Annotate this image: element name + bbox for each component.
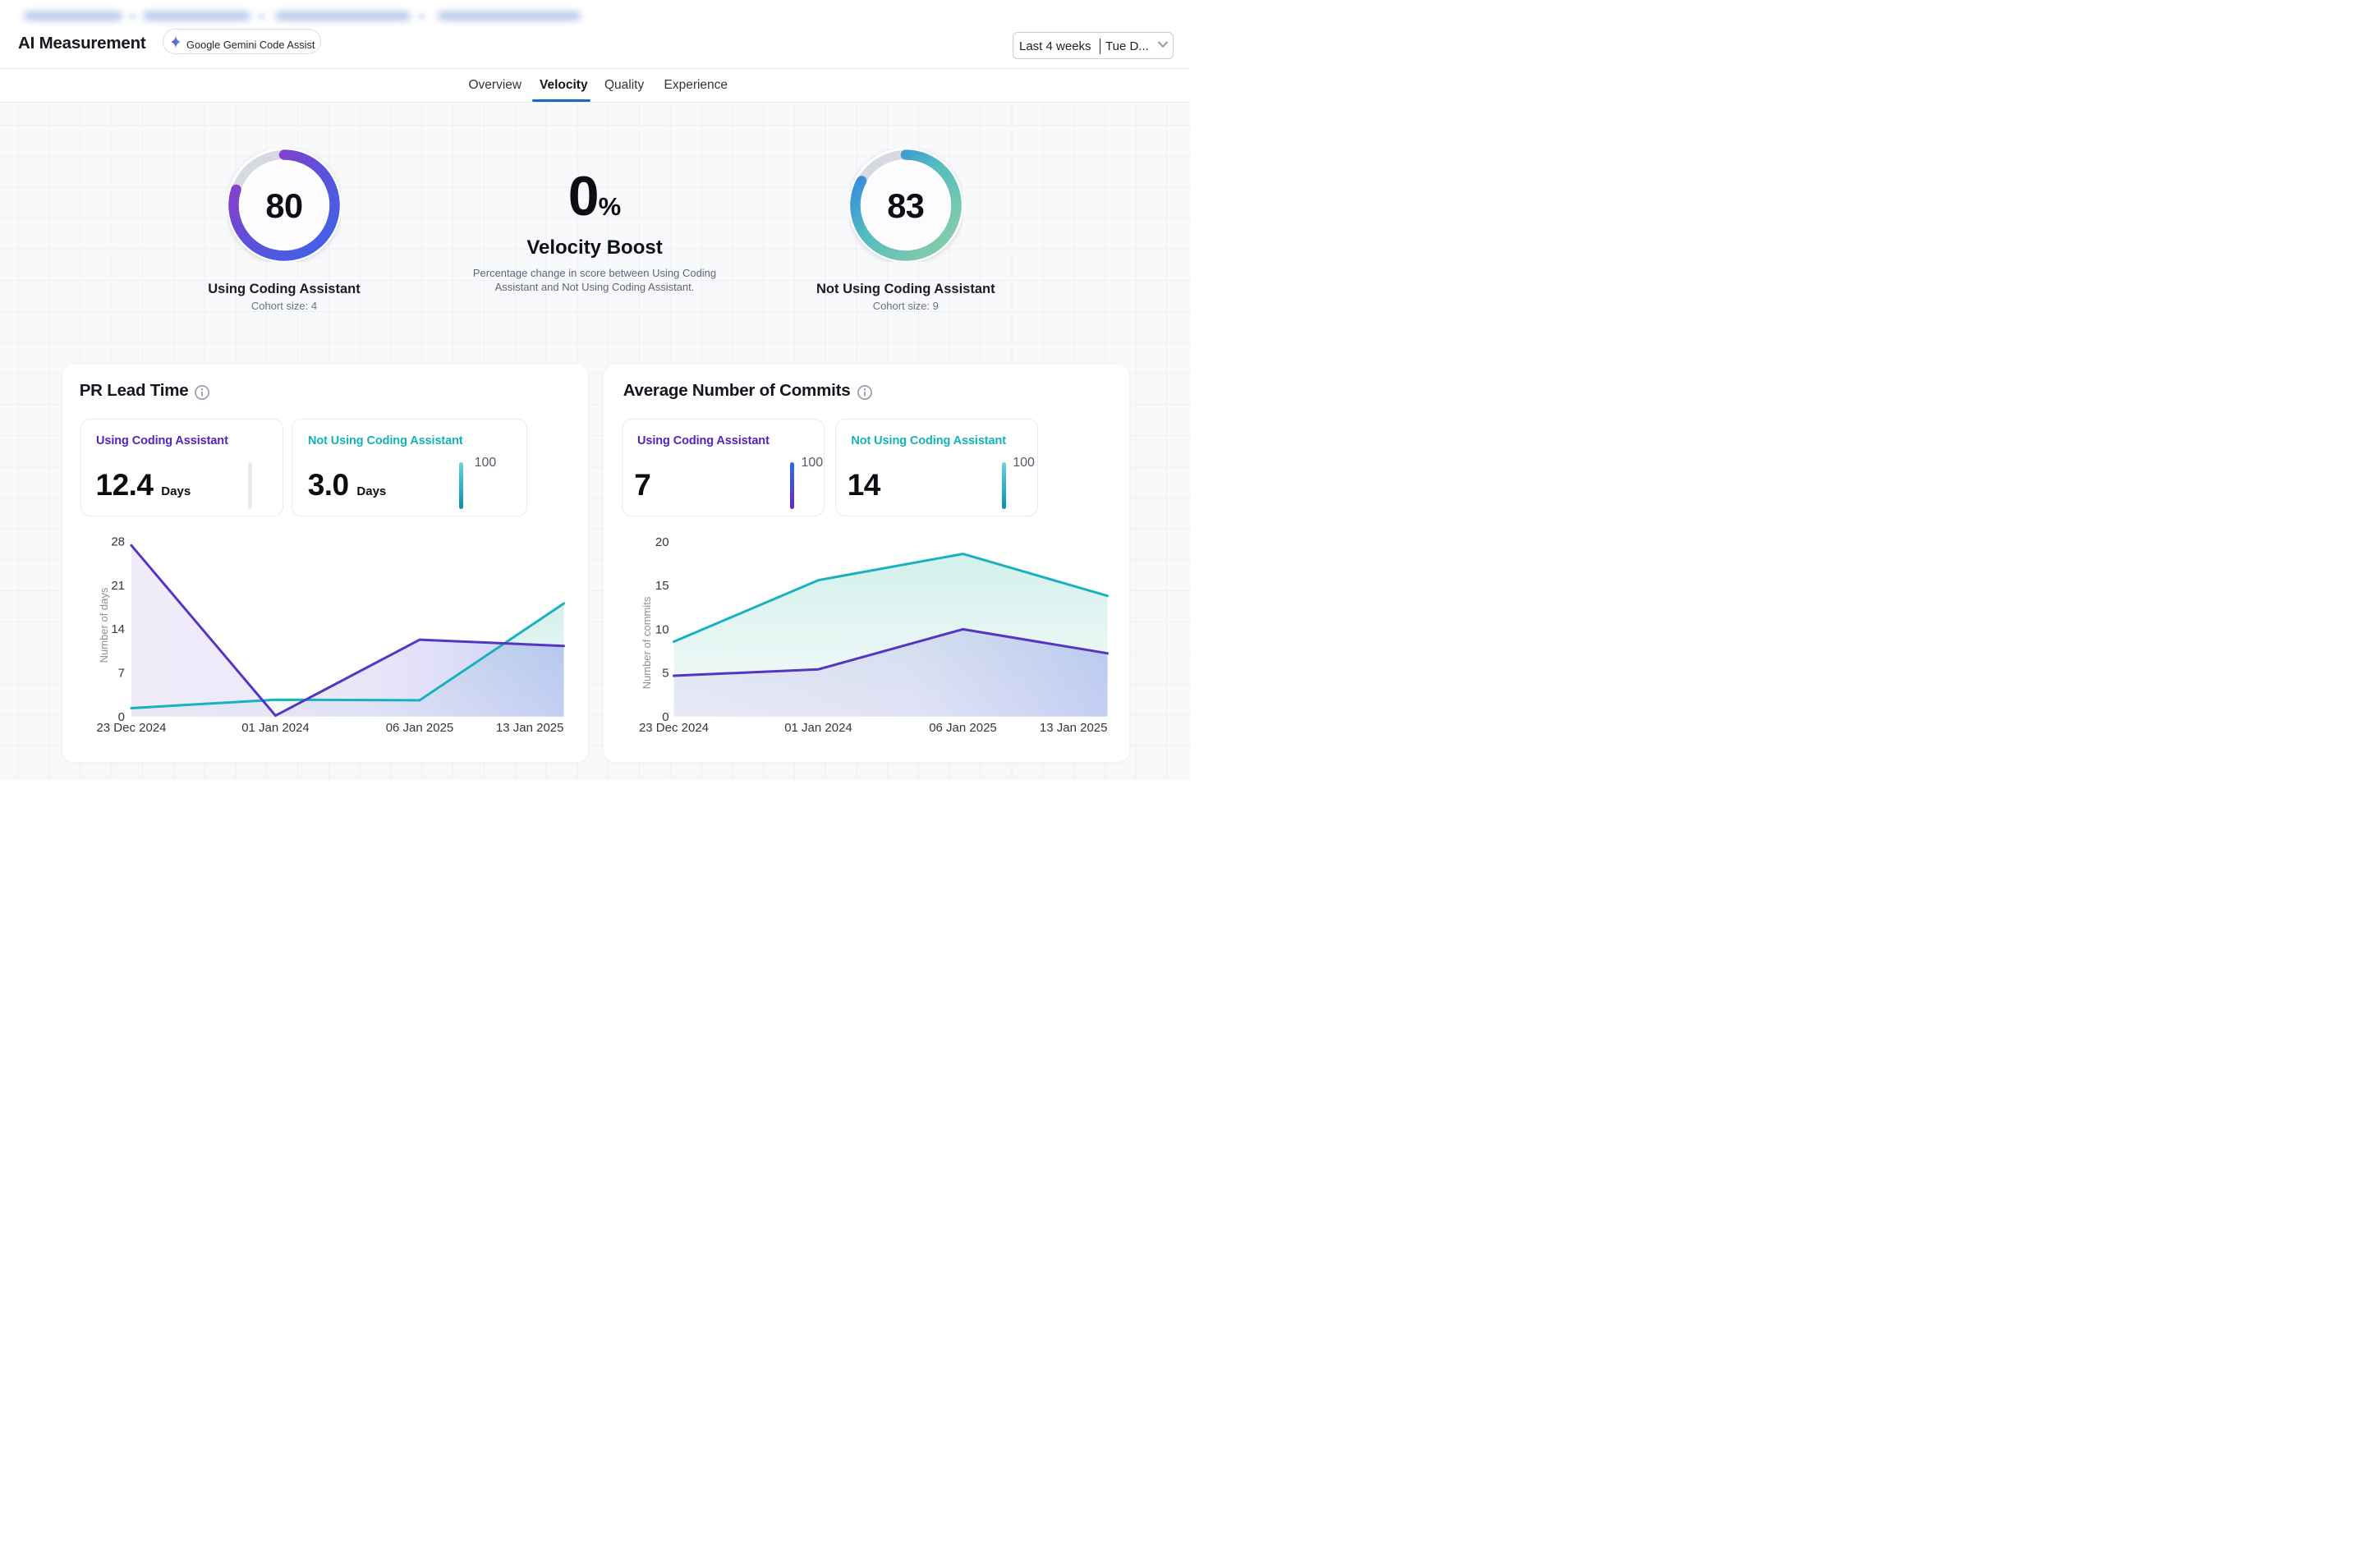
svg-text:06 Jan 2025: 06 Jan 2025 [929,721,997,735]
svg-text:13 Jan 2025: 13 Jan 2025 [496,721,564,735]
svg-text:10: 10 [655,622,669,636]
svg-text:0: 0 [118,710,125,724]
svg-text:7: 7 [118,667,125,681]
svg-text:23 Dec 2024: 23 Dec 2024 [96,721,166,735]
svg-text:06 Jan 2025: 06 Jan 2025 [386,721,454,735]
svg-text:5: 5 [662,667,669,681]
svg-text:01 Jan 2024: 01 Jan 2024 [241,721,310,735]
svg-text:Number of commits: Number of commits [641,596,653,689]
svg-text:15: 15 [655,579,669,593]
svg-text:14: 14 [111,622,125,636]
svg-text:21: 21 [111,579,125,593]
svg-text:20: 20 [655,535,669,549]
svg-text:0: 0 [662,710,669,724]
svg-text:23 Dec 2024: 23 Dec 2024 [639,721,709,735]
svg-text:01 Jan 2024: 01 Jan 2024 [784,721,852,735]
svg-text:28: 28 [111,535,125,549]
svg-text:Number of days: Number of days [98,587,110,663]
svg-text:13 Jan 2025: 13 Jan 2025 [1040,721,1108,735]
